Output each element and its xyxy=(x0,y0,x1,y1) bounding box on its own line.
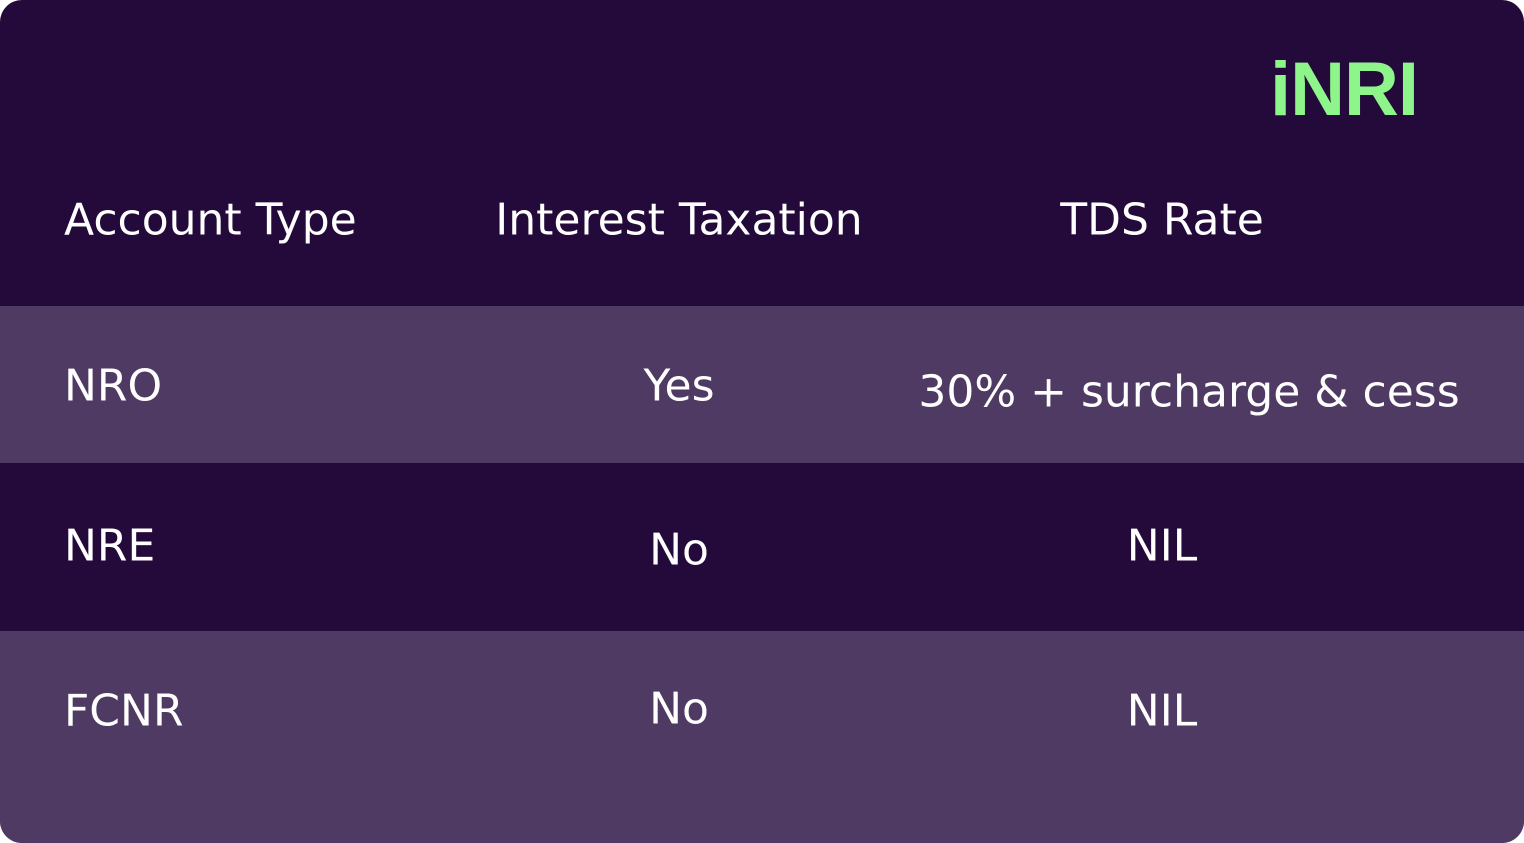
table-row: FCNR No NIL xyxy=(0,631,1524,843)
cell: Yes xyxy=(643,360,715,412)
header-cell: Account Type xyxy=(64,194,357,246)
table-row: NRE No NIL xyxy=(0,463,1524,631)
cell: FCNR xyxy=(64,685,184,737)
header-cell: Interest Taxation xyxy=(495,194,863,246)
cell: NRE xyxy=(64,520,156,572)
cell: NIL xyxy=(1126,520,1198,572)
header-row: Account Type Interest Taxation TDS Rate xyxy=(0,150,1524,306)
table-row: NRO Yes 30% + surcharge & cess xyxy=(0,306,1524,463)
cell: NRO xyxy=(64,360,163,412)
cell: No xyxy=(649,683,709,735)
cell: No xyxy=(649,524,709,576)
logo: iNRI xyxy=(1270,47,1419,132)
header-cell: TDS Rate xyxy=(1060,194,1264,246)
cell: 30% + surcharge & cess xyxy=(918,366,1460,418)
cell: NIL xyxy=(1126,685,1198,737)
